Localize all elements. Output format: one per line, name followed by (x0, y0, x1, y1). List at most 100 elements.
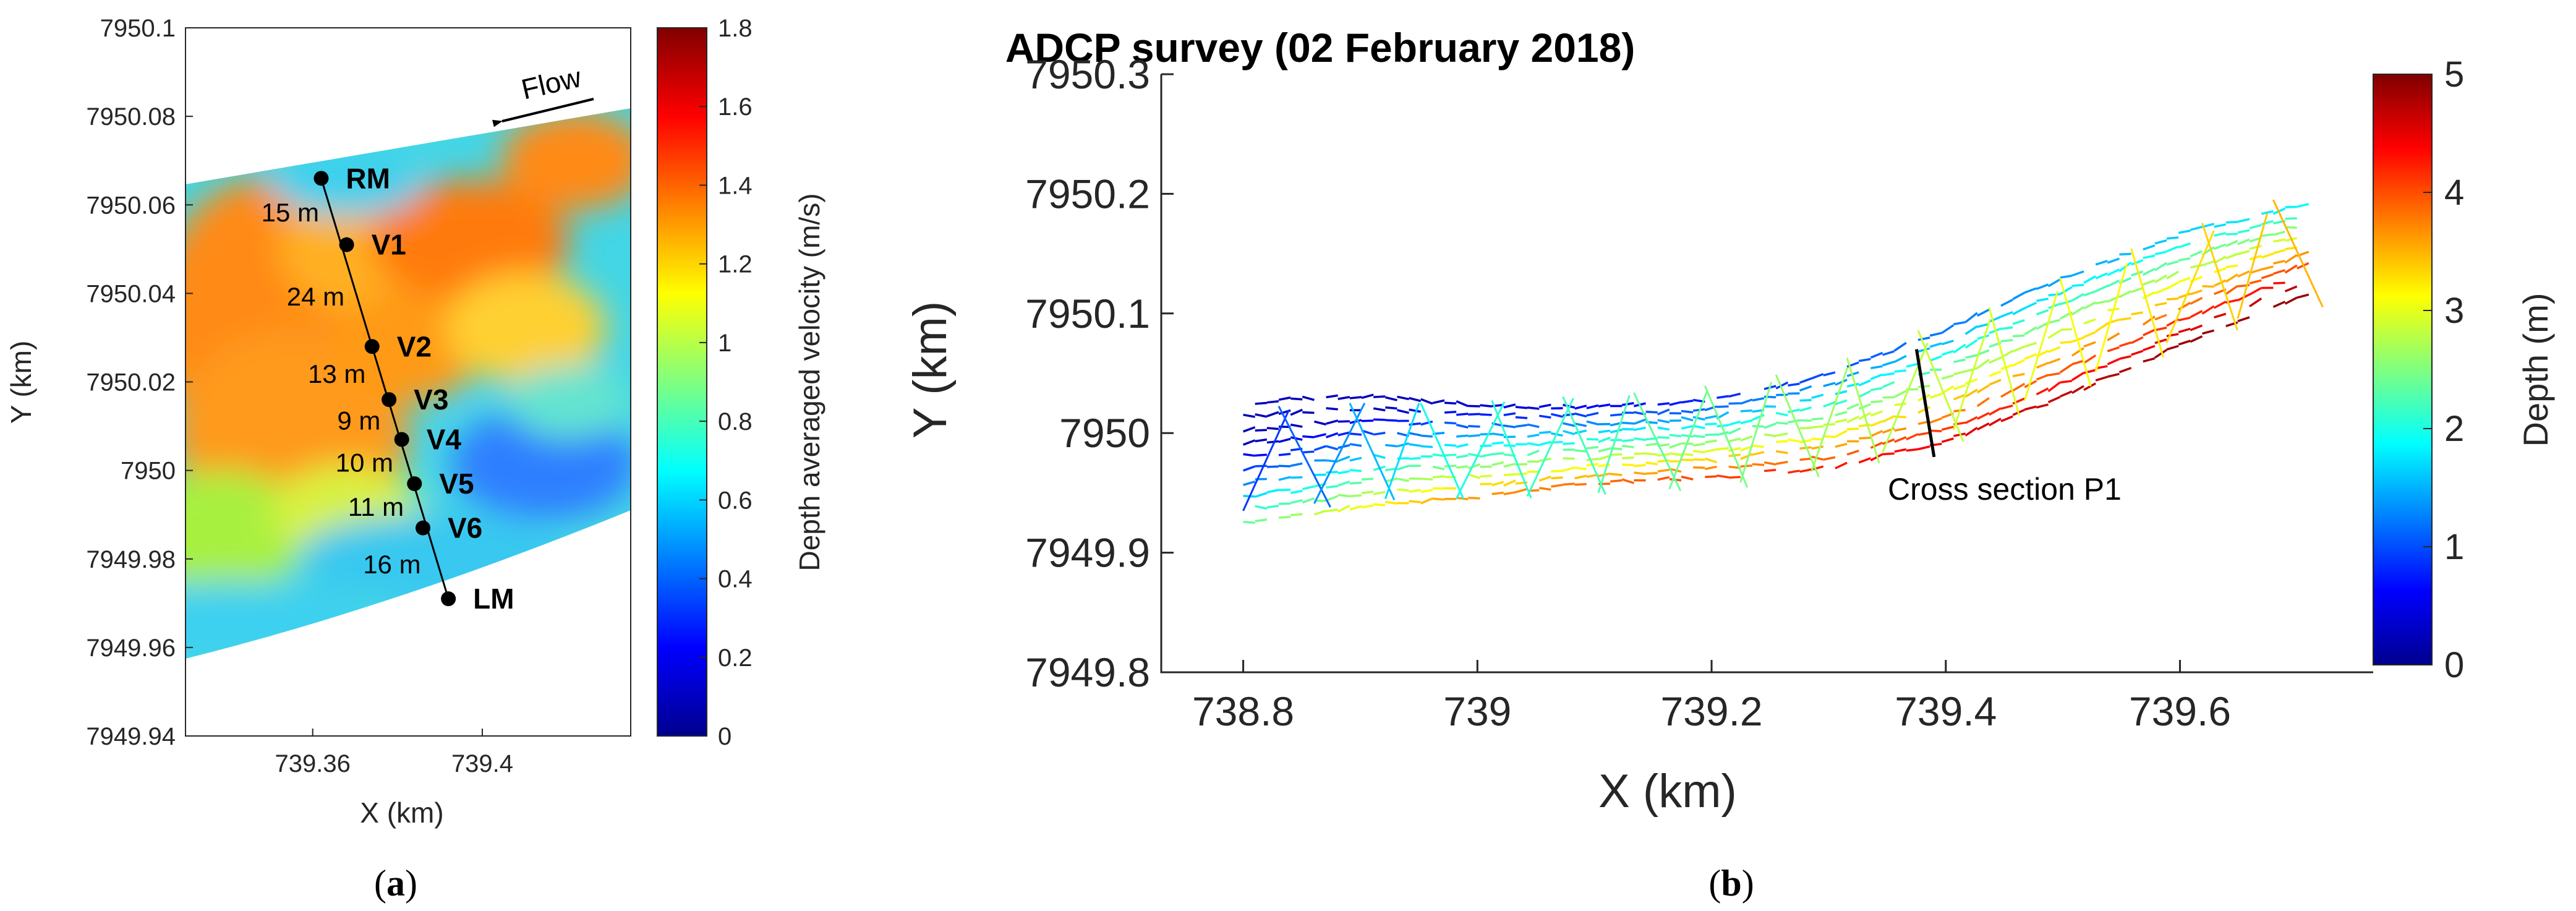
survey-track-segment (1906, 433, 1919, 441)
segment-distance-label: 11 m (348, 492, 404, 521)
survey-track-segment (2166, 245, 2179, 253)
survey-track-segment (1976, 412, 1990, 420)
survey-track-segment (2142, 315, 2156, 326)
survey-track-segment (1491, 432, 1504, 437)
survey-track-segment (1882, 361, 1895, 367)
survey-track-segment (2297, 203, 2309, 208)
survey-track-segment (1989, 315, 2002, 323)
survey-track-segment (2000, 404, 2013, 410)
survey-track-segment (1799, 468, 1812, 473)
survey-track-segment (1266, 427, 1279, 430)
survey-track-segment (2000, 311, 2013, 318)
survey-track-segment (1657, 419, 1670, 424)
survey-track-segment (1953, 384, 1966, 391)
survey-track-segment (2095, 375, 2108, 382)
survey-track-segment (2131, 311, 2144, 315)
survey-track-segment (1811, 437, 1823, 441)
survey-track-segment (2024, 341, 2037, 348)
survey-track-segment (1788, 419, 1800, 424)
survey-track-crossing (2023, 291, 2058, 401)
survey-track-segment (2143, 244, 2156, 251)
survey-track-segment (1634, 464, 1646, 468)
survey-track-segment (1278, 516, 1291, 519)
panel-b-colorbar-tick-label: 1 (2444, 527, 2464, 567)
survey-track-segment (1480, 453, 1493, 458)
survey-track-segment (2178, 257, 2191, 262)
survey-track-segment (1397, 395, 1409, 401)
survey-track-segment (2036, 309, 2049, 315)
survey-track-segment (2047, 357, 2061, 364)
survey-track-segment (2048, 293, 2060, 297)
survey-track-segment (1586, 446, 1599, 450)
survey-track-segment (2284, 264, 2298, 274)
survey-track-segment (2249, 286, 2263, 296)
survey-track-segment (1444, 487, 1457, 490)
survey-track-segment (2214, 312, 2227, 319)
survey-track-segment (2237, 218, 2250, 223)
panel-a-colorbar-tick-label: 1.8 (718, 15, 753, 42)
survey-track-segment (1929, 417, 1942, 424)
survey-track-segment (1598, 455, 1611, 461)
survey-track-segment (1409, 443, 1422, 447)
survey-track-crossing (2201, 223, 2238, 331)
survey-track-segment (1574, 482, 1587, 486)
survey-track-segment (1929, 331, 1942, 337)
survey-track-segment (2214, 267, 2227, 273)
survey-track-segment (1764, 433, 1776, 437)
survey-track-segment (2048, 372, 2061, 377)
survey-track-segment (1953, 370, 1966, 376)
survey-track-segment (2249, 297, 2263, 307)
survey-track-segment (1799, 406, 1812, 412)
survey-track-segment (1705, 475, 1717, 479)
survey-track-segment (1420, 489, 1433, 494)
survey-track-crossing (1952, 319, 1991, 430)
survey-track-segment (1326, 471, 1338, 474)
survey-track-segment (1538, 403, 1551, 408)
survey-track-segment (2095, 260, 2108, 266)
survey-track-segment (1941, 340, 1954, 346)
survey-track-segment (1965, 354, 1978, 359)
survey-track-segment (2166, 236, 2179, 240)
survey-track-segment (1717, 430, 1729, 437)
panel-a-y-tick-label: 7949.96 (86, 635, 176, 662)
survey-track-segment (1681, 434, 1694, 438)
survey-track-segment (1752, 444, 1765, 448)
survey-track-segment (1598, 447, 1611, 453)
survey-track-segment (2261, 273, 2274, 280)
survey-track-segment (2131, 286, 2144, 293)
survey-track-segment (2000, 339, 2013, 343)
survey-track-segment (1290, 490, 1303, 494)
survey-track-segment (2060, 390, 2073, 398)
survey-track-segment (1337, 480, 1350, 487)
survey-track-segment (1882, 438, 1895, 445)
survey-track-segment (1941, 324, 1955, 334)
transect-point (394, 432, 409, 447)
panel-a-colorbar (657, 27, 707, 737)
panel-a-colorbar-tick-label: 1.6 (718, 93, 753, 121)
survey-track-segment (1574, 429, 1587, 435)
panel-a-colorbar-tick-label: 0.6 (718, 487, 753, 514)
survey-track-segment (1242, 426, 1256, 433)
survey-track-segment (1941, 426, 1954, 431)
survey-track-segment (1586, 411, 1599, 417)
survey-track-segment (1243, 521, 1255, 524)
segment-distance-label: 10 m (336, 448, 393, 477)
survey-track-segment (1953, 358, 1966, 364)
survey-track-segment (1290, 499, 1303, 504)
survey-track-crossing (1313, 403, 1366, 504)
survey-track-segment (1361, 393, 1374, 400)
flow-arrow (492, 98, 594, 127)
survey-track-segment (2285, 226, 2297, 229)
survey-track-segment (1764, 469, 1776, 473)
panel-a-colorbar-tick-label: 0.8 (718, 408, 753, 435)
survey-track-segment (1432, 465, 1445, 471)
survey-track-segment (1799, 446, 1812, 450)
survey-track-segment (1527, 470, 1540, 473)
survey-track-segment (1681, 416, 1694, 422)
survey-track-segment (2107, 332, 2120, 341)
survey-track-segment (2202, 285, 2214, 288)
survey-track-crossing (1739, 382, 1773, 483)
survey-track-segment (1302, 395, 1315, 401)
survey-track-segment (1917, 336, 1930, 341)
survey-track-segment (2071, 372, 2084, 382)
